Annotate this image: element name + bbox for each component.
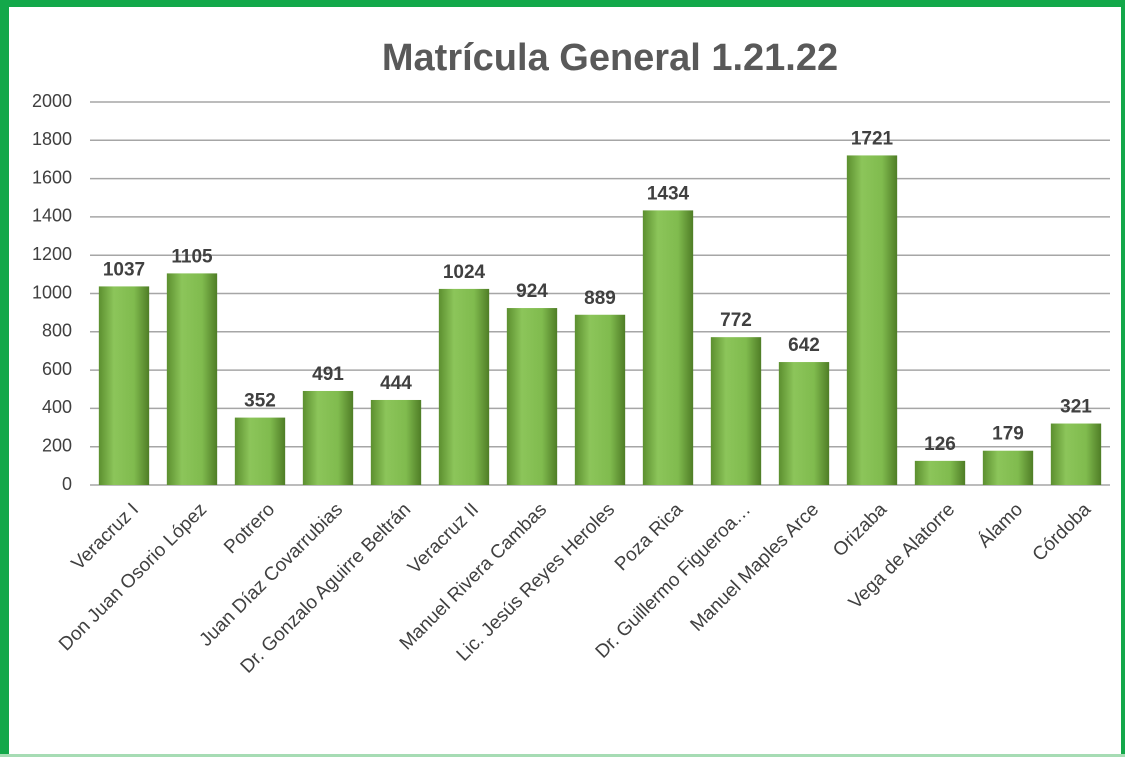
- value-label: 889: [584, 288, 616, 309]
- y-tick-label: 1800: [32, 129, 72, 149]
- bar: [302, 390, 354, 485]
- value-label: 1434: [647, 183, 690, 204]
- value-label: 1105: [171, 246, 213, 267]
- value-label: 491: [312, 364, 344, 385]
- bar: [370, 399, 422, 485]
- bar: [778, 362, 830, 485]
- border-bottom: [0, 754, 1125, 757]
- bar: [574, 314, 626, 485]
- bar: [914, 460, 966, 485]
- y-tick-label: 1000: [32, 282, 72, 302]
- y-tick-label: 400: [42, 397, 72, 417]
- y-tick-label: 2000: [32, 91, 72, 111]
- y-tick-label: 1200: [32, 244, 72, 264]
- value-label: 321: [1060, 397, 1092, 418]
- y-tick-label: 1600: [32, 167, 72, 187]
- value-label: 126: [924, 434, 956, 455]
- bar: [438, 288, 490, 485]
- bar: [98, 286, 150, 485]
- y-tick-label: 800: [42, 321, 72, 341]
- bar: [234, 417, 286, 485]
- value-label: 1721: [851, 128, 894, 149]
- value-label: 1024: [443, 262, 486, 283]
- value-label: 642: [788, 335, 820, 356]
- border-top: [0, 0, 1125, 7]
- y-tick-label: 200: [42, 435, 72, 455]
- bar: [1050, 423, 1102, 485]
- value-label: 772: [720, 310, 752, 331]
- bar: [710, 337, 762, 485]
- y-tick-label: 600: [42, 359, 72, 379]
- bar: [506, 308, 558, 485]
- value-label: 179: [992, 424, 1024, 445]
- bar: [642, 210, 694, 485]
- chart-title: Matrícula General 1.21.22: [382, 37, 838, 79]
- y-tick-label: 1400: [32, 206, 72, 226]
- bar: [166, 273, 218, 485]
- value-label: 1037: [103, 259, 145, 280]
- bar: [846, 155, 898, 485]
- value-label: 352: [244, 391, 276, 412]
- border-left: [0, 0, 9, 757]
- value-label: 444: [380, 373, 412, 394]
- y-tick-label: 0: [62, 474, 72, 494]
- value-label: 924: [516, 281, 548, 302]
- bar: [982, 450, 1034, 485]
- border-right: [1121, 0, 1125, 757]
